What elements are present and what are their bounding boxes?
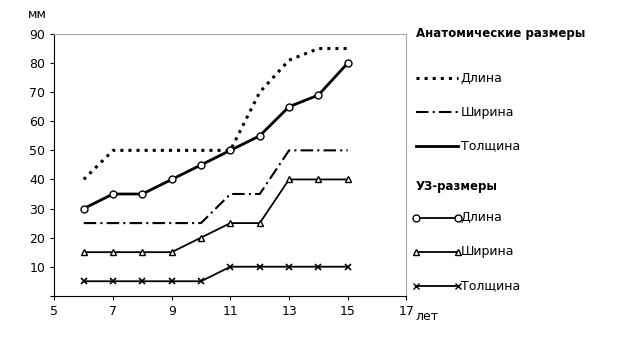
Text: УЗ-размеры: УЗ-размеры <box>416 180 498 193</box>
Text: мм: мм <box>28 8 47 21</box>
Text: Толщина: Толщина <box>461 279 520 292</box>
Text: Длина: Длина <box>461 211 502 224</box>
Text: Анатомические размеры: Анатомические размеры <box>416 27 586 40</box>
Text: лет: лет <box>415 310 438 323</box>
Text: Ширина: Ширина <box>461 106 515 119</box>
Text: Толщина: Толщина <box>461 140 520 153</box>
Text: Ширина: Ширина <box>461 245 515 258</box>
Text: Длина: Длина <box>461 72 502 85</box>
